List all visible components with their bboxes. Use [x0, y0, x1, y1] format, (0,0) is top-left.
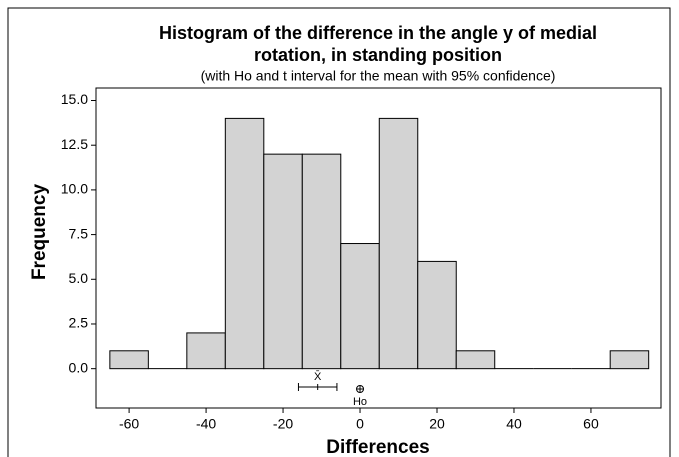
bar	[263, 153, 303, 370]
bar	[417, 260, 457, 370]
plot-frame	[95, 87, 662, 409]
x-tick-label: -40	[196, 416, 216, 432]
bar	[378, 117, 419, 370]
chart-title: Histogram of the difference in the angle…	[159, 23, 597, 65]
x-tick-label: 0	[356, 416, 364, 432]
h0-label: Ho	[353, 396, 367, 408]
outer-border	[7, 7, 671, 457]
x-tick-label: -60	[119, 416, 139, 432]
x-tick-label: 60	[583, 416, 599, 432]
bar	[609, 350, 650, 370]
y-tick-label: 12.5	[61, 136, 88, 152]
bar	[455, 350, 496, 370]
y-tick-label: 0.0	[69, 359, 89, 375]
bar	[109, 350, 149, 370]
chart-subtitle: (with Ho and t interval for the mean wit…	[201, 68, 556, 84]
bar	[224, 117, 265, 370]
y-tick-label: 2.5	[69, 315, 89, 331]
bar	[301, 153, 342, 370]
x-tick-label: 20	[429, 416, 445, 432]
x-tick-label: -20	[273, 416, 293, 432]
y-tick-label: 7.5	[69, 225, 89, 241]
bar	[340, 243, 380, 370]
ci-label: X̄	[314, 370, 322, 383]
y-tick-label: 15.0	[61, 91, 88, 107]
x-axis-label: Differences	[326, 437, 430, 457]
y-axis-label: Frequency	[29, 184, 50, 281]
y-tick-label: 10.0	[61, 181, 88, 197]
y-tick-label: 5.0	[69, 270, 89, 286]
x-tick-label: 40	[506, 416, 522, 432]
bar	[186, 332, 226, 370]
